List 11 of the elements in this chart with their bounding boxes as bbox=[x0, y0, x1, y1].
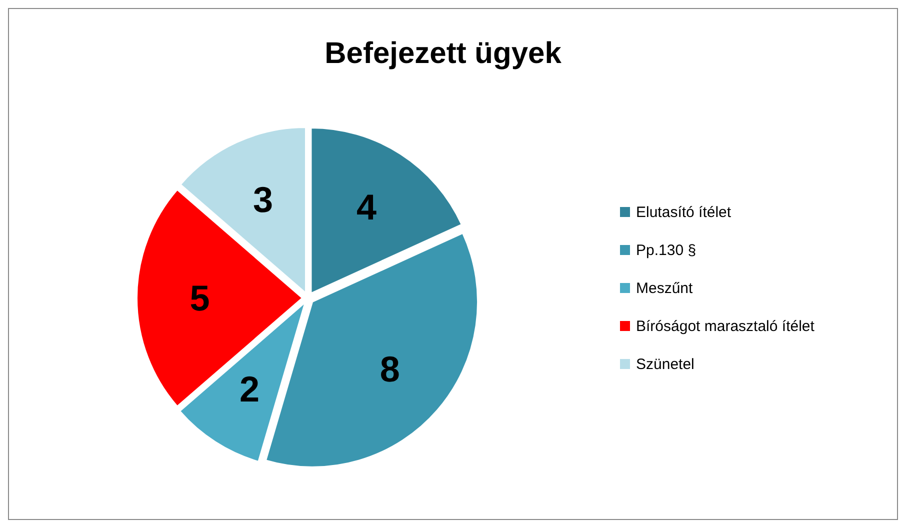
data-label: 3 bbox=[252, 178, 274, 220]
data-label: 2 bbox=[239, 368, 260, 410]
legend-label: Elutasító ítélet bbox=[636, 204, 732, 221]
data-label: 8 bbox=[380, 348, 400, 390]
chart-title: Befejezett ügyek bbox=[324, 37, 562, 70]
legend-label: Bíróságot marasztaló ítélet bbox=[636, 318, 816, 335]
legend-label: Pp.130 § bbox=[636, 242, 696, 259]
data-label: 5 bbox=[190, 278, 210, 318]
legend-label: Szünetel bbox=[636, 356, 694, 373]
data-label: 4 bbox=[356, 186, 377, 228]
legend-label: Meszűnt bbox=[636, 280, 694, 297]
